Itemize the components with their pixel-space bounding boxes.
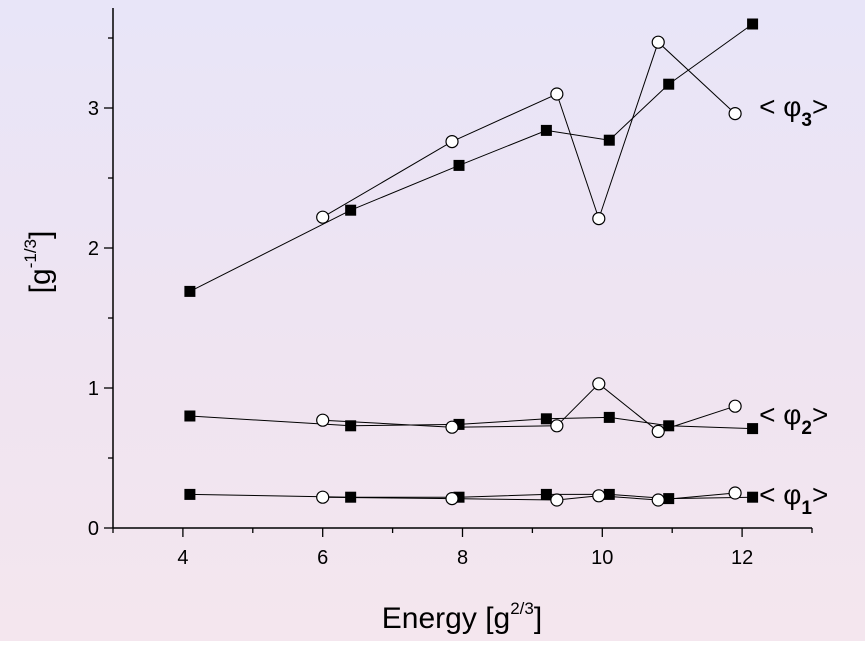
data-point-circle: [728, 399, 742, 413]
data-point-square: [345, 491, 357, 503]
data-point-circle: [316, 413, 330, 427]
data-point-circle: [445, 135, 459, 149]
y-axis-title: [g-1/3]: [21, 231, 57, 294]
series-line-filled-square: [189, 23, 753, 292]
data-point-square: [603, 488, 615, 500]
data-point-square: [603, 411, 615, 423]
data-point-square: [603, 134, 615, 146]
data-point-circle: [316, 210, 330, 224]
data-point-circle: [728, 106, 742, 121]
data-point-circle: [445, 420, 459, 434]
data-point-square: [540, 488, 552, 500]
series-label-part: 3: [801, 110, 812, 131]
data-point-square: [663, 78, 675, 90]
data-point-square: [453, 159, 465, 171]
data-point-square: [453, 491, 465, 503]
series-label-part: φ: [783, 399, 801, 430]
y-tick-label: 0: [88, 518, 99, 540]
data-point-square: [747, 491, 759, 503]
data-point-circle: [592, 377, 606, 391]
data-point-circle: [728, 486, 742, 500]
y-tick-label: 2: [88, 238, 99, 260]
series-label-part: φ: [783, 479, 801, 510]
x-tick-label: 6: [317, 547, 328, 569]
x-axis-unit-sup: 2/3: [510, 599, 534, 618]
data-point-square: [540, 413, 552, 425]
series-label-phi1: < φ1>: [759, 479, 828, 519]
data-point-circle: [651, 35, 665, 49]
y-axis-unit-close: ]: [24, 231, 57, 239]
series-label-phi3: < φ3>: [759, 91, 828, 131]
y-tick-label: 3: [88, 98, 99, 120]
data-point-circle: [651, 424, 665, 438]
series-label-part: <: [759, 399, 783, 430]
y-tick-label: 1: [88, 378, 99, 400]
series-label-part: φ: [783, 91, 801, 122]
data-point-square: [663, 493, 675, 505]
series-label-part: >: [812, 399, 828, 430]
axis-titles: Energy [g2/3] [g-1/3]: [21, 231, 542, 635]
series-label-part: 2: [801, 418, 812, 439]
data-point-circle: [445, 492, 459, 506]
series-label-part: <: [759, 479, 783, 510]
x-axis-unit-base: [g: [485, 602, 510, 635]
x-tick-label: 12: [731, 547, 753, 569]
x-tick-label: 4: [177, 547, 188, 569]
series-labels: < φ3>< φ2>< φ1>: [759, 91, 828, 519]
data-point-square: [345, 420, 357, 432]
y-axis-unit-sup: -1/3: [21, 239, 40, 268]
data-point-square: [184, 410, 196, 422]
data-point-square: [747, 18, 759, 30]
x-axis-title-text: Energy: [382, 602, 477, 635]
series-group-phi1: [184, 486, 759, 507]
data-point-square: [747, 423, 759, 435]
data-point-circle: [550, 87, 564, 101]
data-point-square: [345, 204, 357, 216]
x-tick-label: 8: [457, 547, 468, 569]
data-point-circle: [651, 493, 665, 507]
series-label-part: >: [812, 479, 828, 510]
data-point-square: [540, 124, 552, 136]
data-point-circle: [592, 489, 606, 503]
data-point-square: [663, 420, 675, 432]
data-point-square: [184, 488, 196, 500]
series-label-part: >: [812, 91, 828, 122]
data-point-circle: [316, 490, 330, 504]
data-point-square: [184, 285, 196, 297]
series-line-open-circle: [322, 41, 736, 221]
series-label-part: <: [759, 91, 783, 122]
series-group-phi3: [184, 18, 759, 297]
data-point-square: [453, 418, 465, 430]
series-layer: [184, 18, 759, 507]
series-label-part: 1: [801, 498, 812, 519]
x-tick-label: 10: [591, 547, 613, 569]
y-axis-unit-base: [g: [24, 268, 57, 293]
x-axis-unit-close: ]: [534, 602, 542, 635]
data-point-circle: [592, 212, 606, 226]
x-axis-title: Energy [g2/3]: [382, 599, 542, 635]
series-group-phi2: [184, 377, 759, 438]
series-label-phi2: < φ2>: [759, 399, 828, 439]
data-point-circle: [550, 419, 564, 433]
data-point-circle: [550, 493, 564, 507]
